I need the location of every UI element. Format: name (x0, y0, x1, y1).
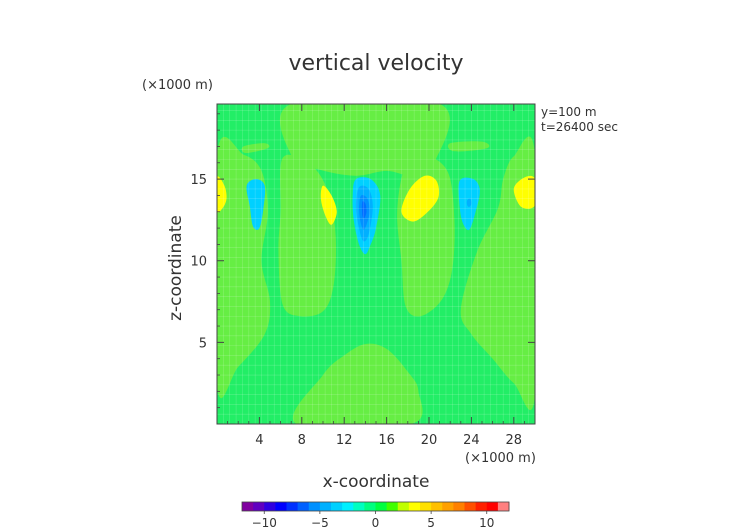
contour-region-10 (401, 175, 440, 222)
contour-region-4 (460, 136, 535, 411)
colorbar-tick-label: 0 (372, 516, 380, 530)
plot-area (216, 103, 536, 425)
contour-region-8 (217, 176, 227, 213)
colorbar-swatch (264, 502, 276, 511)
contour-region-11 (513, 175, 535, 209)
x-tick-label: 8 (298, 433, 306, 448)
x-tick-label: 16 (378, 433, 395, 448)
colorbar-swatch (475, 502, 488, 511)
x-tick-label: 24 (463, 433, 480, 448)
colorbar-tick-label: 5 (427, 516, 435, 530)
colorbar-tick-label: −5 (311, 516, 329, 530)
colorbar-swatch (386, 502, 399, 511)
colorbar-swatch (297, 502, 310, 511)
y-tick-label: 15 (190, 173, 207, 188)
colorbar-swatch (420, 502, 432, 511)
x-tick-label: 4 (255, 433, 263, 448)
colorbar-swatch (453, 502, 465, 511)
contour-region-5 (293, 343, 423, 424)
colorbar-swatch (364, 502, 376, 511)
colorbar-tick-label: 10 (479, 516, 494, 530)
x-tick-label: 12 (336, 433, 353, 448)
chart-title: vertical velocity (288, 51, 463, 76)
y-unit-label: (×1000 m) (142, 78, 213, 93)
colorbar-tick-label: −10 (252, 516, 277, 530)
grid-lines (217, 104, 535, 424)
colorbar-swatch (342, 502, 354, 511)
y-axis: 5 10 15 (190, 113, 535, 409)
y-tick-label: 10 (190, 255, 207, 270)
contour-region-6 (241, 143, 270, 154)
colorbar-swatch (497, 502, 510, 511)
colorbar-swatch (464, 502, 477, 511)
contour-region-18 (466, 198, 472, 207)
annotation-y: y=100 m (541, 105, 597, 119)
x-tick-label: 20 (421, 433, 438, 448)
colorbar-swatch (353, 502, 365, 511)
contour-region-0 (279, 104, 450, 176)
colorbar-swatch (275, 502, 287, 511)
colorbar-swatch (375, 502, 388, 511)
contour-regions (217, 104, 535, 424)
colorbar: −10 −5 0 5 10 (241, 501, 510, 530)
colorbar-swatch (431, 502, 443, 511)
contour-region-7 (447, 141, 490, 152)
y-axis-label: z-coordinate (166, 215, 186, 321)
x-axis: 4 8 12 16 20 24 28 (227, 104, 525, 448)
colorbar-swatch (253, 502, 265, 511)
contour-region-17 (361, 201, 367, 219)
x-axis-label: x-coordinate (323, 472, 430, 492)
annotation-t: t=26400 sec (541, 120, 618, 134)
colorbar-swatch (486, 502, 499, 511)
x-tick-label: 28 (506, 433, 523, 448)
colorbar-swatch (308, 502, 321, 511)
x-unit-label: (×1000 m) (465, 451, 536, 466)
y-tick-label: 5 (199, 336, 207, 351)
colorbar-swatch (397, 502, 410, 511)
colorbar-swatch (242, 502, 254, 511)
contour-region-12 (246, 179, 266, 230)
colorbar-swatch (442, 502, 454, 511)
colorbar-swatch (286, 502, 299, 511)
colorbar-swatch (319, 502, 332, 511)
colorbar-swatch (331, 502, 343, 511)
contour-region-9 (320, 185, 337, 225)
colorbar-swatch (408, 502, 421, 511)
